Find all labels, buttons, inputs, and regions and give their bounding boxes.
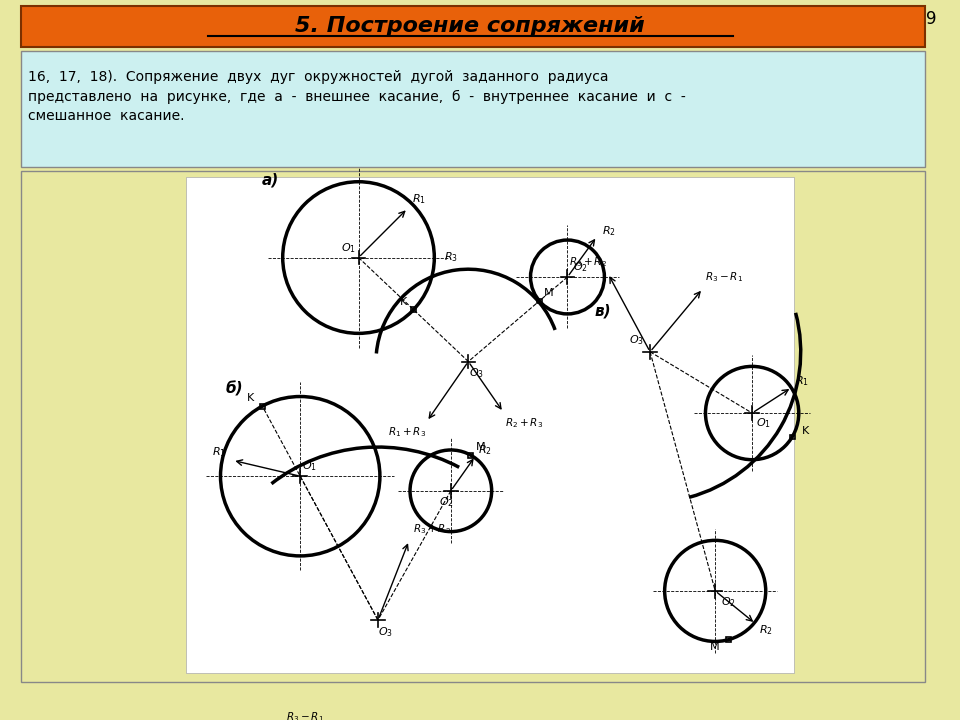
Text: $R_3+R_2$: $R_3+R_2$ xyxy=(413,522,450,536)
Text: $R_3-R_1$: $R_3-R_1$ xyxy=(705,270,743,284)
Text: K: K xyxy=(803,426,809,436)
Text: $R_1$: $R_1$ xyxy=(412,192,426,206)
Text: а): а) xyxy=(261,173,278,188)
Text: 16,  17,  18).  Сопряжение  двух  дуг  окружностей  дугой  заданного  радиуса: 16, 17, 18). Сопряжение двух дуг окружно… xyxy=(28,70,609,84)
Bar xyxy=(537,299,541,303)
Text: M: M xyxy=(544,288,554,298)
Text: $O_3$: $O_3$ xyxy=(378,625,394,639)
Text: $O_1$: $O_1$ xyxy=(342,241,356,255)
Bar xyxy=(411,307,416,312)
Text: K: K xyxy=(400,297,407,307)
Text: $R_1$: $R_1$ xyxy=(212,446,227,459)
Text: $O_2$: $O_2$ xyxy=(721,595,736,609)
Text: $R_2+R_3$: $R_2+R_3$ xyxy=(506,415,543,430)
FancyBboxPatch shape xyxy=(21,50,925,167)
Text: $O_3$: $O_3$ xyxy=(468,366,484,380)
Bar xyxy=(468,453,473,458)
FancyBboxPatch shape xyxy=(21,6,925,47)
Text: $R_3+R_2$: $R_3+R_2$ xyxy=(569,255,608,269)
Text: M: M xyxy=(710,642,720,652)
Text: $R_2$: $R_2$ xyxy=(759,624,773,637)
Bar xyxy=(726,637,731,642)
Text: $O_1$: $O_1$ xyxy=(756,416,771,430)
Text: 9: 9 xyxy=(926,10,937,28)
Bar xyxy=(260,404,265,408)
Text: $O_2$: $O_2$ xyxy=(439,495,453,509)
Text: $R_2$: $R_2$ xyxy=(478,444,492,457)
Text: в): в) xyxy=(594,304,612,319)
Text: K: K xyxy=(247,393,254,403)
Text: б): б) xyxy=(226,382,243,397)
Text: $O_2$: $O_2$ xyxy=(573,261,588,274)
Text: M: M xyxy=(476,443,486,452)
Text: $O_3$: $O_3$ xyxy=(629,333,644,347)
Text: 5. Построение сопряжений: 5. Построение сопряжений xyxy=(296,17,645,36)
Text: $R_2$: $R_2$ xyxy=(602,224,615,238)
Text: $R_1$: $R_1$ xyxy=(795,374,809,388)
Text: $O_1$: $O_1$ xyxy=(302,459,318,473)
FancyBboxPatch shape xyxy=(186,177,794,672)
Text: представлено  на  рисунке,  где  а  -  внешнее  касание,  б  -  внутреннее  каса: представлено на рисунке, где а - внешнее… xyxy=(28,89,685,104)
Text: смешанное  касание.: смешанное касание. xyxy=(28,109,184,123)
Text: $R_3-R_1$: $R_3-R_1$ xyxy=(286,710,324,720)
FancyBboxPatch shape xyxy=(21,171,925,683)
Text: $R_1+R_3$: $R_1+R_3$ xyxy=(388,425,426,438)
Bar xyxy=(790,435,795,439)
Text: $R_3$: $R_3$ xyxy=(444,251,458,264)
